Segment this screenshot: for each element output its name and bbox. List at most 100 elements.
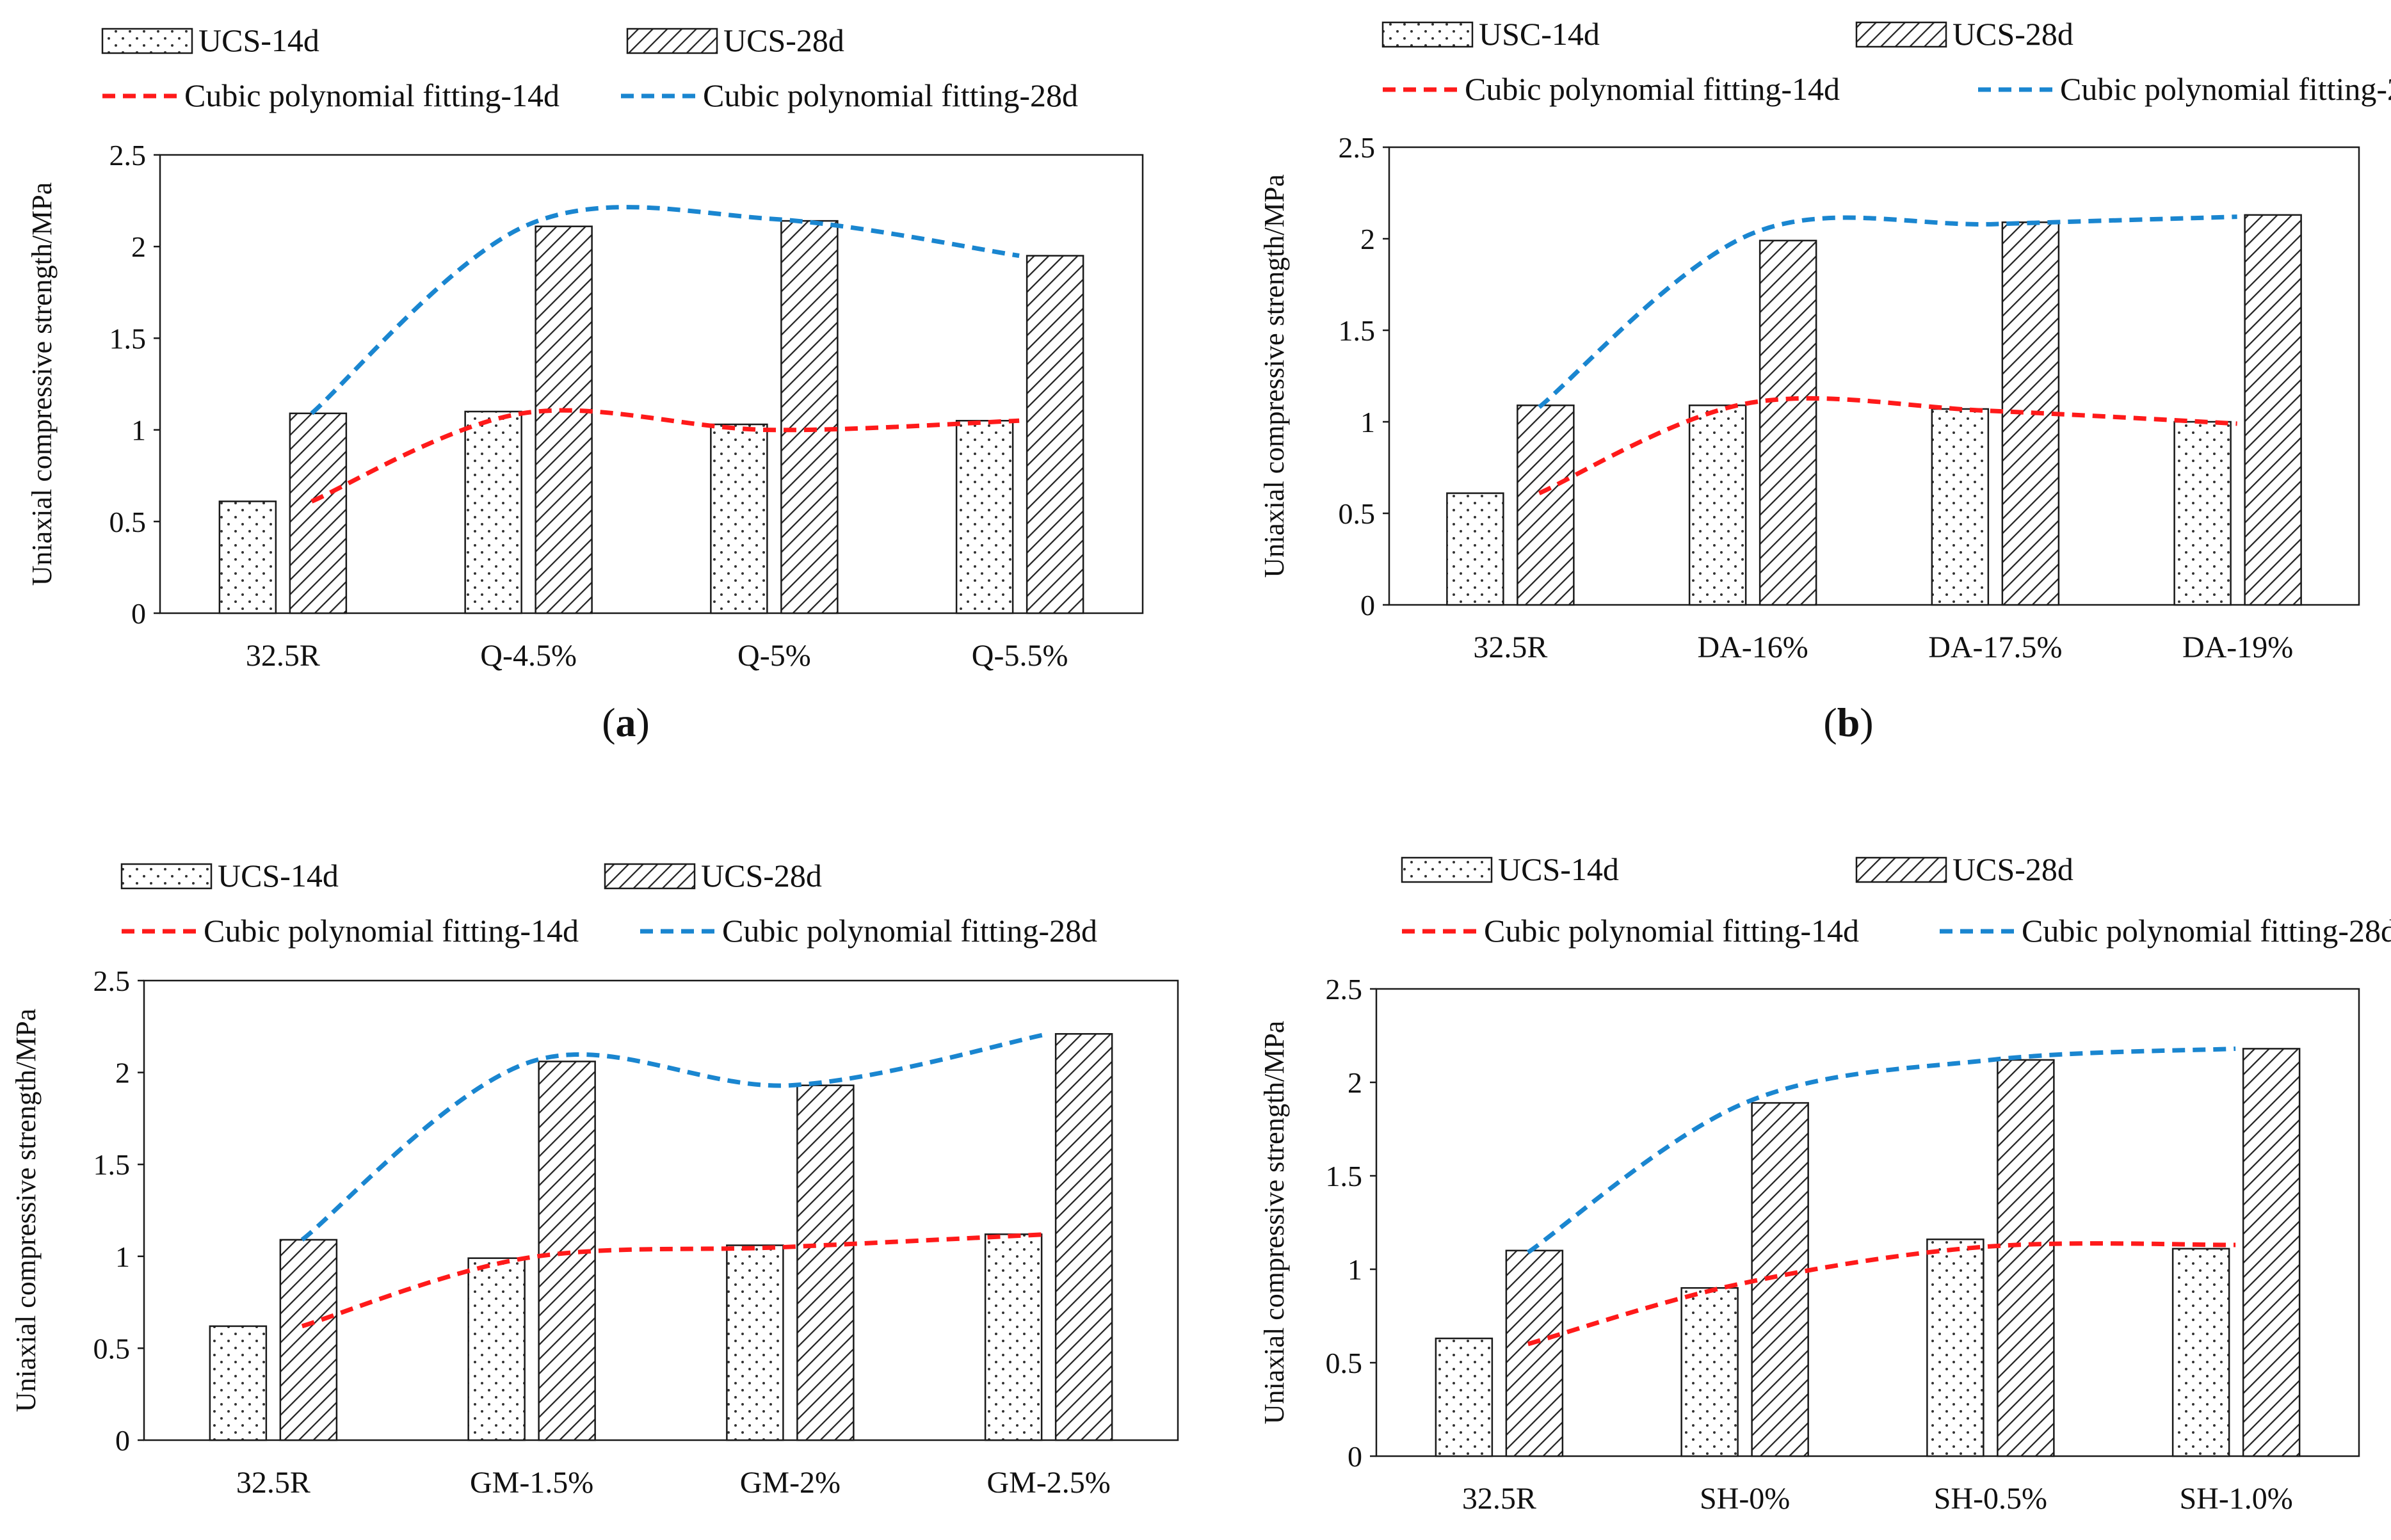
bar-28d-3	[1026, 255, 1084, 614]
category-label: DA-19%	[2182, 630, 2293, 664]
bar-14d-0	[1435, 1337, 1493, 1457]
y-tick-label: 2.5	[109, 139, 147, 172]
y-tick-label: 1	[1348, 1253, 1362, 1286]
y-axis-label: Uniaxial compressive strength/MPa	[10, 1009, 42, 1413]
fit-line-28d	[310, 205, 1020, 415]
legend-label-28d: UCS-28d	[723, 22, 844, 58]
y-tick-label: 0.5	[1339, 497, 1376, 530]
legend-label-fit-14d: Cubic polynomial fitting-14d	[1465, 71, 1840, 107]
legend-swatch-28d	[604, 863, 696, 890]
bar-14d-1	[1680, 1287, 1739, 1457]
legend-label-fit-28d: Cubic polynomial fitting-28d	[2022, 913, 2391, 949]
bar-28d-2	[780, 220, 839, 614]
legend-label-14d: UCS-14d	[1498, 851, 1619, 887]
y-tick-label: 0.5	[109, 506, 147, 538]
bar-14d-1	[467, 1257, 526, 1441]
y-tick-label: 0.5	[93, 1332, 131, 1365]
fit-line-28d	[1538, 214, 2237, 409]
category-label: 32.5R	[1462, 1482, 1536, 1516]
y-tick-label: 1.5	[93, 1148, 131, 1181]
y-tick-label: 1	[115, 1240, 130, 1273]
y-tick-label: 2	[115, 1057, 130, 1089]
category-label: SH-0%	[1700, 1482, 1790, 1516]
bar-14d-2	[710, 423, 768, 614]
bar-28d-3	[2242, 1048, 2301, 1457]
panel-label-close: )	[636, 700, 650, 745]
legend-label-fit-14d: Cubic polynomial fitting-14d	[1484, 913, 1859, 949]
bar-14d-3	[2171, 1247, 2230, 1457]
y-tick-label: 2.5	[1326, 973, 1363, 1006]
bar-28d-0	[1517, 405, 1575, 606]
plot-area	[1375, 988, 2360, 1457]
category-label: DA-17.5%	[1928, 630, 2062, 664]
y-tick-label: 2	[131, 230, 146, 263]
bar-28d-3	[1054, 1033, 1113, 1441]
panel-2: 0 0.5 1 1.5 2 2.5 Uniaxial compressive strengt…	[10, 858, 1179, 1500]
y-tick-label: 2.5	[93, 965, 131, 997]
y-tick-label: 1.5	[1326, 1160, 1363, 1192]
category-label: DA-16%	[1697, 630, 1808, 664]
plot-area	[1388, 146, 2360, 606]
bar-14d-0	[218, 501, 277, 614]
plot-area	[143, 979, 1179, 1441]
y-tick-label: 0.5	[1326, 1347, 1363, 1379]
y-tick-label: 1.5	[109, 322, 147, 355]
y-tick-label: 1	[131, 414, 146, 447]
panel-label-close: )	[1860, 700, 1873, 745]
legend-swatch-28d	[1855, 856, 1947, 883]
bar-14d-1	[1688, 405, 1747, 606]
category-label: 32.5R	[1473, 630, 1547, 664]
panel-1: 0 0.5 1 1.5 2 2.5 Uniaxial compressive strengt…	[1259, 16, 2391, 745]
category-label: SH-0.5%	[1934, 1482, 2047, 1516]
category-label: Q-5%	[737, 639, 811, 673]
legend-label-fit-14d: Cubic polynomial fitting-14d	[184, 77, 560, 113]
y-tick-label: 2	[1348, 1066, 1362, 1099]
y-tick-label: 2	[1360, 223, 1375, 255]
category-label: SH-1.0%	[2179, 1482, 2292, 1516]
bar-14d-2	[1926, 1239, 1984, 1457]
plot-area	[159, 154, 1144, 614]
category-label: 32.5R	[236, 1466, 310, 1500]
legend-label-14d: UCS-14d	[218, 858, 339, 894]
legend-swatch-14d	[1401, 856, 1493, 883]
bar-14d-1	[464, 410, 522, 614]
legend-label-fit-28d: Cubic polynomial fitting-28d	[2060, 71, 2391, 107]
y-tick-label: 0	[1360, 589, 1375, 622]
legend-swatch-14d	[120, 863, 213, 890]
bar-14d-2	[1931, 408, 1990, 606]
fit-line-28d	[1526, 1046, 2236, 1255]
panel-label-letter: a	[616, 700, 636, 745]
legend-label-14d: USC-14d	[1479, 16, 1600, 52]
legend-label-28d: UCS-28d	[1952, 16, 2073, 52]
bar-14d-2	[726, 1244, 784, 1441]
category-label: GM-2.5%	[986, 1466, 1110, 1500]
bar-28d-0	[289, 412, 348, 614]
y-tick-label: 0	[115, 1424, 130, 1457]
y-tick-label: 1	[1360, 406, 1375, 438]
panel-label-open: (	[602, 700, 615, 745]
legend-label-fit-14d: Cubic polynomial fitting-14d	[204, 913, 579, 949]
y-axis-label: Uniaxial compressive strength/MPa	[26, 182, 58, 586]
legend-swatch-28d	[626, 28, 718, 54]
legend-label-14d: UCS-14d	[198, 22, 319, 58]
bar-28d-1	[1751, 1102, 1809, 1457]
legend-swatch-14d	[1381, 21, 1474, 48]
fit-line-14d	[1538, 396, 2237, 495]
category-label: GM-1.5%	[470, 1466, 593, 1500]
bar-14d-3	[955, 420, 1014, 614]
legend-label-28d: UCS-28d	[1952, 851, 2073, 887]
legend-label-fit-28d: Cubic polynomial fitting-28d	[703, 77, 1078, 113]
category-label: GM-2%	[740, 1466, 841, 1500]
bar-28d-2	[1997, 1059, 2055, 1457]
bar-28d-0	[279, 1239, 338, 1441]
category-label: Q-4.5%	[480, 639, 577, 673]
panels: 0 0.5 1 1.5 2 2.5 Uniaxial compressive strengt…	[10, 16, 2391, 1516]
y-tick-label: 0	[131, 597, 146, 630]
bar-28d-2	[796, 1084, 855, 1441]
fit-line-14d	[1527, 1241, 2236, 1347]
legend-label-28d: UCS-28d	[701, 858, 822, 894]
bar-14d-3	[2173, 421, 2232, 606]
panel-label: (b)	[1823, 700, 1873, 745]
bar-14d-0	[1446, 492, 1504, 606]
